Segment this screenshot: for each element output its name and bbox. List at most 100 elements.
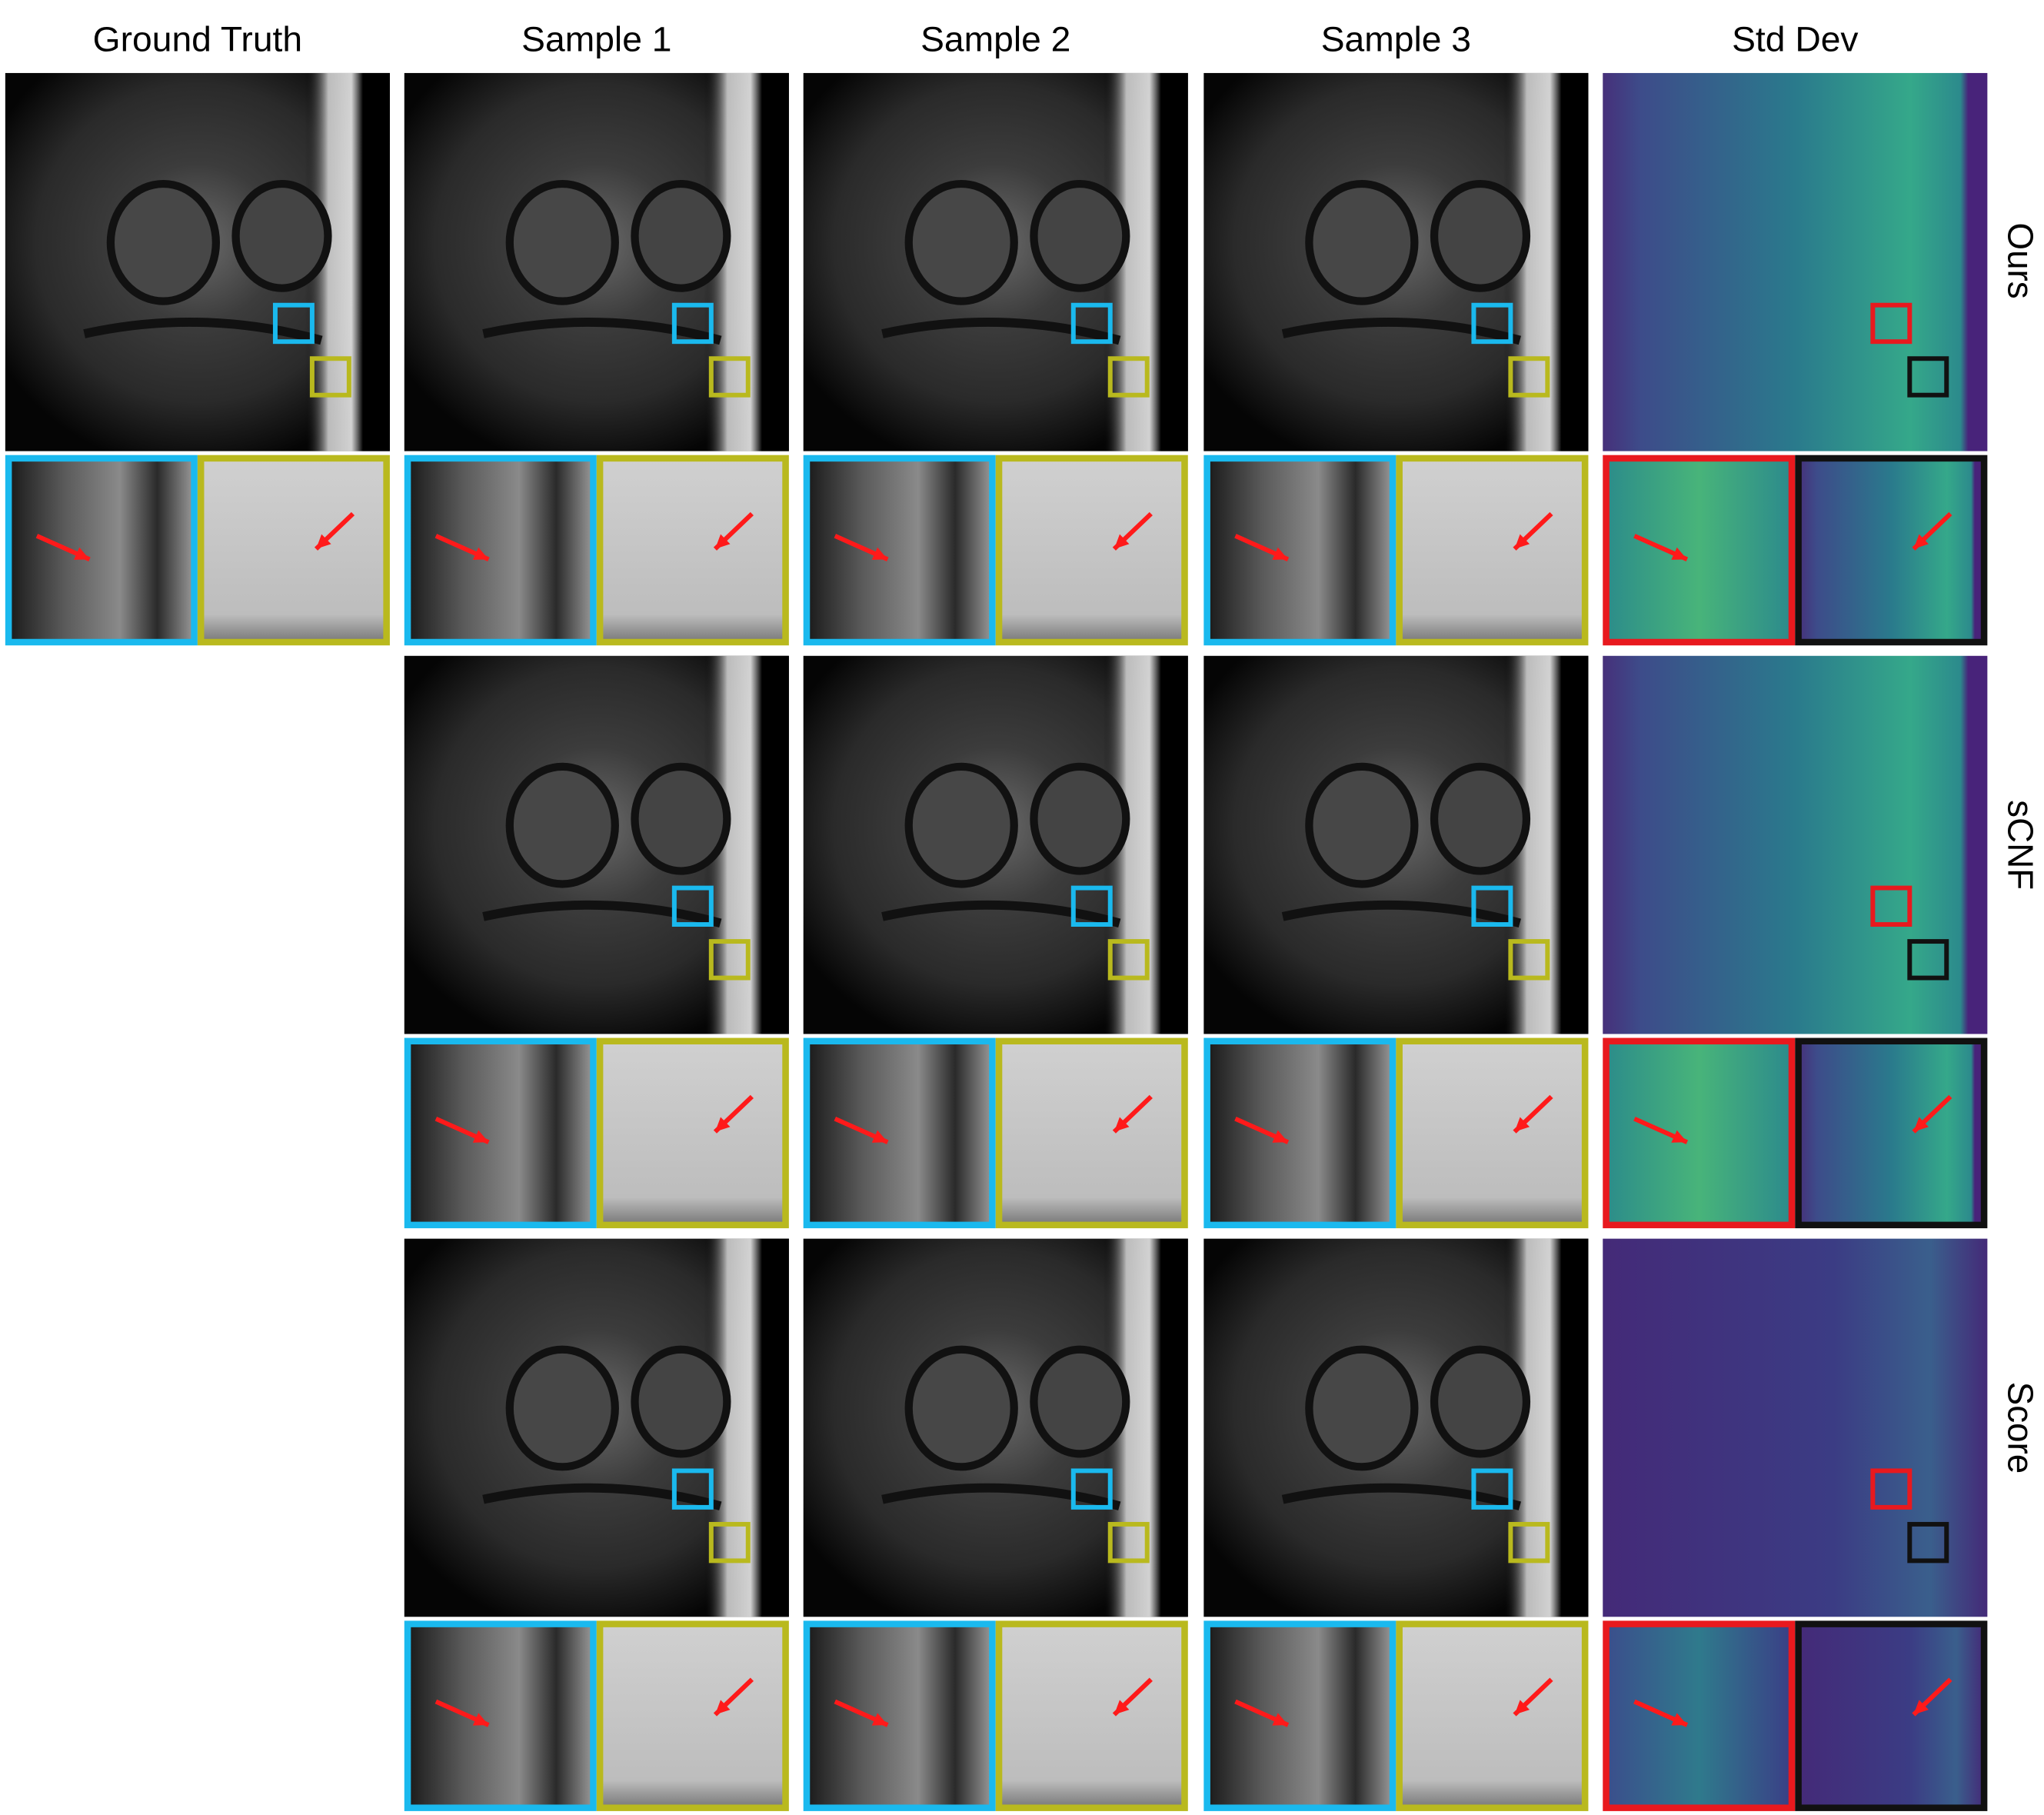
arrow-head	[1913, 1700, 1929, 1715]
inset	[1603, 455, 1796, 646]
inset	[803, 1037, 996, 1229]
roi-box	[708, 1521, 751, 1564]
inset	[995, 1620, 1188, 1811]
arrow-head	[871, 1713, 888, 1726]
std-map	[1603, 72, 1988, 451]
condyle	[1430, 1345, 1531, 1458]
column-header: Sample 3	[1321, 19, 1471, 59]
column-header: Ground Truth	[93, 19, 302, 59]
arrow-head	[1671, 1713, 1687, 1726]
condyle	[231, 179, 332, 292]
roi-box	[1471, 1468, 1513, 1510]
roi-box	[1508, 939, 1550, 981]
inset	[1795, 1620, 1988, 1811]
arrow-head	[1272, 1130, 1288, 1143]
arrow-head	[1514, 1700, 1530, 1715]
condyle	[1305, 179, 1419, 305]
arrow-head	[472, 1130, 489, 1143]
joint-line	[881, 900, 1121, 928]
arrow-head	[1913, 534, 1929, 549]
inset	[1795, 1037, 1988, 1229]
inset	[596, 1620, 789, 1811]
inset	[1203, 1620, 1397, 1811]
row-label: sCNF	[2000, 800, 2040, 890]
inset	[5, 455, 198, 646]
roi-box	[1107, 356, 1150, 398]
roi-box	[671, 885, 714, 927]
roi-box	[1107, 1521, 1150, 1564]
condyle	[1030, 179, 1130, 292]
inset	[1603, 1620, 1796, 1811]
roi-box	[708, 356, 751, 398]
roi-box	[1508, 356, 1550, 398]
roi-box	[309, 356, 351, 398]
roi-box	[1107, 939, 1150, 981]
arrow-head	[714, 1117, 731, 1132]
joint-line	[881, 1483, 1121, 1510]
std-map	[1603, 1238, 1988, 1617]
condyle	[106, 179, 221, 305]
condyle	[1305, 762, 1419, 888]
joint-line	[482, 900, 722, 928]
roi-box	[1907, 1521, 1949, 1564]
condyle	[904, 762, 1018, 888]
inset	[803, 455, 996, 646]
roi-box	[1907, 356, 1949, 398]
inset	[1203, 1037, 1397, 1229]
roi-box	[1508, 1521, 1550, 1564]
arrow-head	[1913, 1117, 1929, 1132]
inset	[1396, 1037, 1589, 1229]
condyle	[505, 762, 619, 888]
joint-line	[482, 1483, 722, 1510]
condyle	[1430, 762, 1531, 875]
inset	[404, 1037, 597, 1229]
arrow-head	[1272, 547, 1288, 560]
inset	[404, 455, 597, 646]
roi-box	[1070, 1468, 1113, 1510]
condyle	[904, 179, 1018, 305]
arrow-head	[1671, 547, 1687, 560]
roi-box	[1907, 939, 1949, 981]
condyle	[505, 179, 619, 305]
inset	[197, 455, 390, 646]
arrow-head	[73, 547, 90, 560]
arrow-head	[1114, 1700, 1130, 1715]
condyle	[1030, 1345, 1130, 1458]
inset	[995, 455, 1188, 646]
inset	[803, 1620, 996, 1811]
arrow-head	[871, 1130, 888, 1143]
row-label: Score	[2000, 1382, 2040, 1474]
joint-line	[1281, 318, 1521, 345]
row-label: Ours	[2000, 222, 2040, 298]
condyle	[1305, 1345, 1419, 1471]
std-map	[1603, 655, 1988, 1034]
roi-box	[708, 939, 751, 981]
joint-line	[1281, 900, 1521, 928]
condyle	[505, 1345, 619, 1471]
arrow-head	[1114, 1117, 1130, 1132]
arrow-head	[1272, 1713, 1288, 1726]
arrow-head	[1514, 1117, 1530, 1132]
condyle	[631, 762, 731, 875]
condyle	[631, 1345, 731, 1458]
inset	[1203, 455, 1397, 646]
joint-line	[83, 318, 323, 345]
arrow-head	[714, 1700, 731, 1715]
arrow-head	[1671, 1130, 1687, 1143]
arrow-head	[472, 547, 489, 560]
column-header: Std Dev	[1732, 19, 1858, 59]
column-header: Sample 1	[521, 19, 671, 59]
arrow-head	[871, 547, 888, 560]
inset	[1603, 1037, 1796, 1229]
condyle	[904, 1345, 1018, 1471]
condyle	[1430, 179, 1531, 292]
roi-box	[1870, 1468, 1913, 1510]
arrow-head	[1514, 534, 1530, 549]
inset	[995, 1037, 1188, 1229]
condyle	[631, 179, 731, 292]
roi-box	[671, 302, 714, 345]
roi-box	[1870, 885, 1913, 927]
arrow-head	[714, 534, 731, 549]
